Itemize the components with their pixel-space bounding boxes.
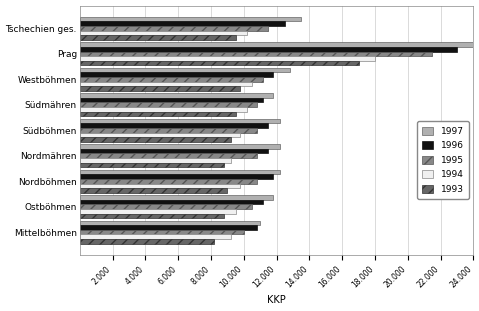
Bar [80, 188, 228, 193]
Bar [80, 204, 252, 209]
Bar [80, 214, 224, 218]
Bar [80, 103, 257, 107]
Bar [80, 26, 268, 31]
Bar [80, 195, 274, 200]
Bar [80, 220, 260, 225]
Bar [80, 174, 274, 179]
Bar [80, 234, 231, 239]
Bar [80, 61, 359, 65]
Bar [80, 42, 473, 47]
Bar [80, 86, 240, 91]
Bar [80, 239, 214, 244]
Bar [80, 149, 268, 153]
Bar [80, 56, 375, 61]
Bar [80, 158, 231, 163]
Bar [80, 209, 236, 214]
Bar [80, 163, 224, 167]
Bar [80, 107, 247, 112]
Bar [80, 81, 252, 86]
Bar [80, 183, 240, 188]
Bar [80, 31, 247, 35]
Bar [80, 35, 236, 40]
Bar [80, 128, 257, 132]
Bar [80, 93, 274, 98]
Bar [80, 98, 263, 103]
Bar [80, 144, 280, 149]
X-axis label: KKP: KKP [267, 295, 286, 305]
Bar [80, 137, 231, 142]
Bar [80, 72, 274, 77]
Bar [80, 112, 236, 116]
Bar [80, 153, 257, 158]
Bar [80, 179, 257, 183]
Bar [80, 68, 290, 72]
Bar [80, 21, 285, 26]
Bar [80, 119, 280, 123]
Bar [80, 170, 280, 174]
Bar [80, 230, 244, 234]
Bar [80, 225, 257, 230]
Bar [80, 123, 268, 128]
Bar [80, 52, 433, 56]
Bar [80, 132, 240, 137]
Bar [80, 200, 263, 204]
Bar [80, 47, 457, 52]
Bar [80, 77, 263, 81]
Bar [80, 17, 301, 21]
Legend: 1997, 1996, 1995, 1994, 1993: 1997, 1996, 1995, 1994, 1993 [417, 121, 469, 199]
